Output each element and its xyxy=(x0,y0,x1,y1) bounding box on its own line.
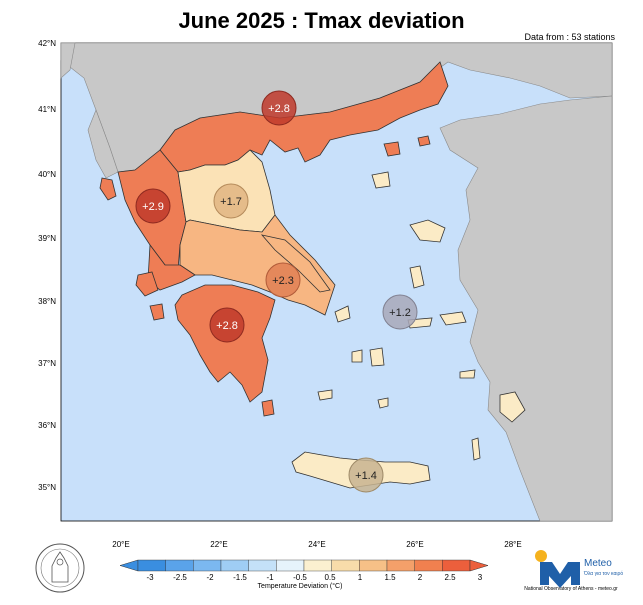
lon-label: 22°E xyxy=(210,540,227,549)
observatory-seal xyxy=(35,543,85,593)
marker-macedonia-label: +2.8 xyxy=(268,103,290,115)
marker-central-greece-label: +2.3 xyxy=(272,275,294,287)
island-kefalonia xyxy=(135,271,159,297)
region-evia xyxy=(260,234,331,293)
region-peloponnese xyxy=(174,284,276,403)
marker-macedonia: +2.8 xyxy=(261,90,297,126)
marker-central-greece: +2.3 xyxy=(265,262,301,298)
marker-peloponnese-label: +2.8 xyxy=(216,320,238,332)
colorbar-tick-label: 1 xyxy=(358,573,363,582)
colorbar-tick-label: -2.5 xyxy=(173,573,187,582)
source-note: Data from : 53 stations xyxy=(524,32,615,42)
deviation-markers: +2.8 +2.9 +1.7 +2.3 +2.8 +1.2 +1.4 xyxy=(135,90,418,493)
lon-label: 24°E xyxy=(308,540,325,549)
island-thasos xyxy=(383,141,401,157)
footer-credit: National Observatory of Athens - meteo.g… xyxy=(524,586,618,592)
marker-peloponnese: +2.8 xyxy=(209,307,245,343)
lat-label: 36°N xyxy=(38,421,56,430)
meteo-brand: Meteo xyxy=(584,558,612,569)
island-andros xyxy=(334,305,351,323)
lon-label: 20°E xyxy=(112,540,129,549)
island-naxos xyxy=(369,347,385,367)
island-corfu xyxy=(99,177,117,201)
island-lesvos xyxy=(409,219,446,243)
colorbar-segment xyxy=(442,559,471,572)
colorbar-segment xyxy=(414,559,443,572)
colorbar-segment xyxy=(276,559,305,572)
colorbar-segment xyxy=(220,559,249,572)
lon-label: 28°E xyxy=(504,540,521,549)
colorbar-segment xyxy=(331,559,360,572)
island-kythira xyxy=(261,399,275,417)
meteo-logo xyxy=(535,550,580,588)
colorbar-tick-label: 2.5 xyxy=(444,573,456,582)
colorbar-segment xyxy=(386,559,415,572)
island-paros xyxy=(351,349,363,363)
colorbar-tick-label: -0.5 xyxy=(293,573,307,582)
island-santorini xyxy=(377,397,389,409)
marker-aegean: +1.2 xyxy=(382,294,418,330)
colorbar-tick-label: -1 xyxy=(266,573,274,582)
lat-label: 37°N xyxy=(38,359,56,368)
colorbar-tick-label: -1.5 xyxy=(233,573,247,582)
lat-label: 40°N xyxy=(38,170,56,179)
marker-crete-label: +1.4 xyxy=(355,470,377,482)
island-zakynthos xyxy=(149,303,165,321)
colorbar-tick-label: 1.5 xyxy=(384,573,396,582)
marker-epirus: +2.9 xyxy=(135,188,171,224)
colorbar-tick-label: 2 xyxy=(418,573,423,582)
colorbar-tick-label: -2 xyxy=(206,573,214,582)
lat-label: 35°N xyxy=(38,483,56,492)
meteo-tagline: Όλα για τον καιρό xyxy=(584,571,624,577)
map-title: June 2025 : Tmax deviation xyxy=(178,8,465,33)
lat-label: 39°N xyxy=(38,234,56,243)
marker-epirus-label: +2.9 xyxy=(142,201,164,213)
neighbor-land xyxy=(60,42,613,522)
colorbar-segment xyxy=(248,559,277,572)
marker-aegean-label: +1.2 xyxy=(389,307,411,319)
colorbar-segment xyxy=(165,559,194,572)
colorbar-tick-label: 3 xyxy=(478,573,483,582)
colorbar-label: Temperature Deviation (°C) xyxy=(257,583,343,590)
colorbar-extend-high xyxy=(469,559,489,572)
colorbar-segment xyxy=(193,559,222,572)
marker-thessaly-label: +1.7 xyxy=(220,196,242,208)
colorbar-segment xyxy=(303,559,332,572)
latitude-labels: 42°N 41°N 40°N 39°N 38°N 37°N 36°N 35°N xyxy=(38,39,56,492)
island-chios xyxy=(409,265,425,289)
marker-crete: +1.4 xyxy=(348,457,384,493)
lat-label: 41°N xyxy=(38,105,56,114)
island-milos xyxy=(317,389,333,401)
colorbar: -3 -2.5 -2 -1.5 -1 -0.5 0.5 1 1.5 2 2.5 3 xyxy=(119,559,489,582)
island-samos xyxy=(439,311,467,326)
island-karpathos xyxy=(471,437,481,461)
colorbar-tick-label: 0.5 xyxy=(324,573,336,582)
island-limnos xyxy=(371,171,391,189)
colorbar-tick-label: -3 xyxy=(146,573,154,582)
lat-label: 42°N xyxy=(38,39,56,48)
colorbar-segment xyxy=(137,559,166,572)
longitude-labels: 20°E 22°E 24°E 26°E 28°E xyxy=(112,540,521,549)
lat-label: 38°N xyxy=(38,297,56,306)
island-samothraki xyxy=(417,135,431,147)
marker-thessaly: +1.7 xyxy=(213,183,249,219)
lon-label: 26°E xyxy=(406,540,423,549)
colorbar-extend-low xyxy=(119,559,139,572)
island-kos xyxy=(459,369,476,379)
island-rhodes xyxy=(499,391,526,423)
colorbar-segment xyxy=(359,559,388,572)
